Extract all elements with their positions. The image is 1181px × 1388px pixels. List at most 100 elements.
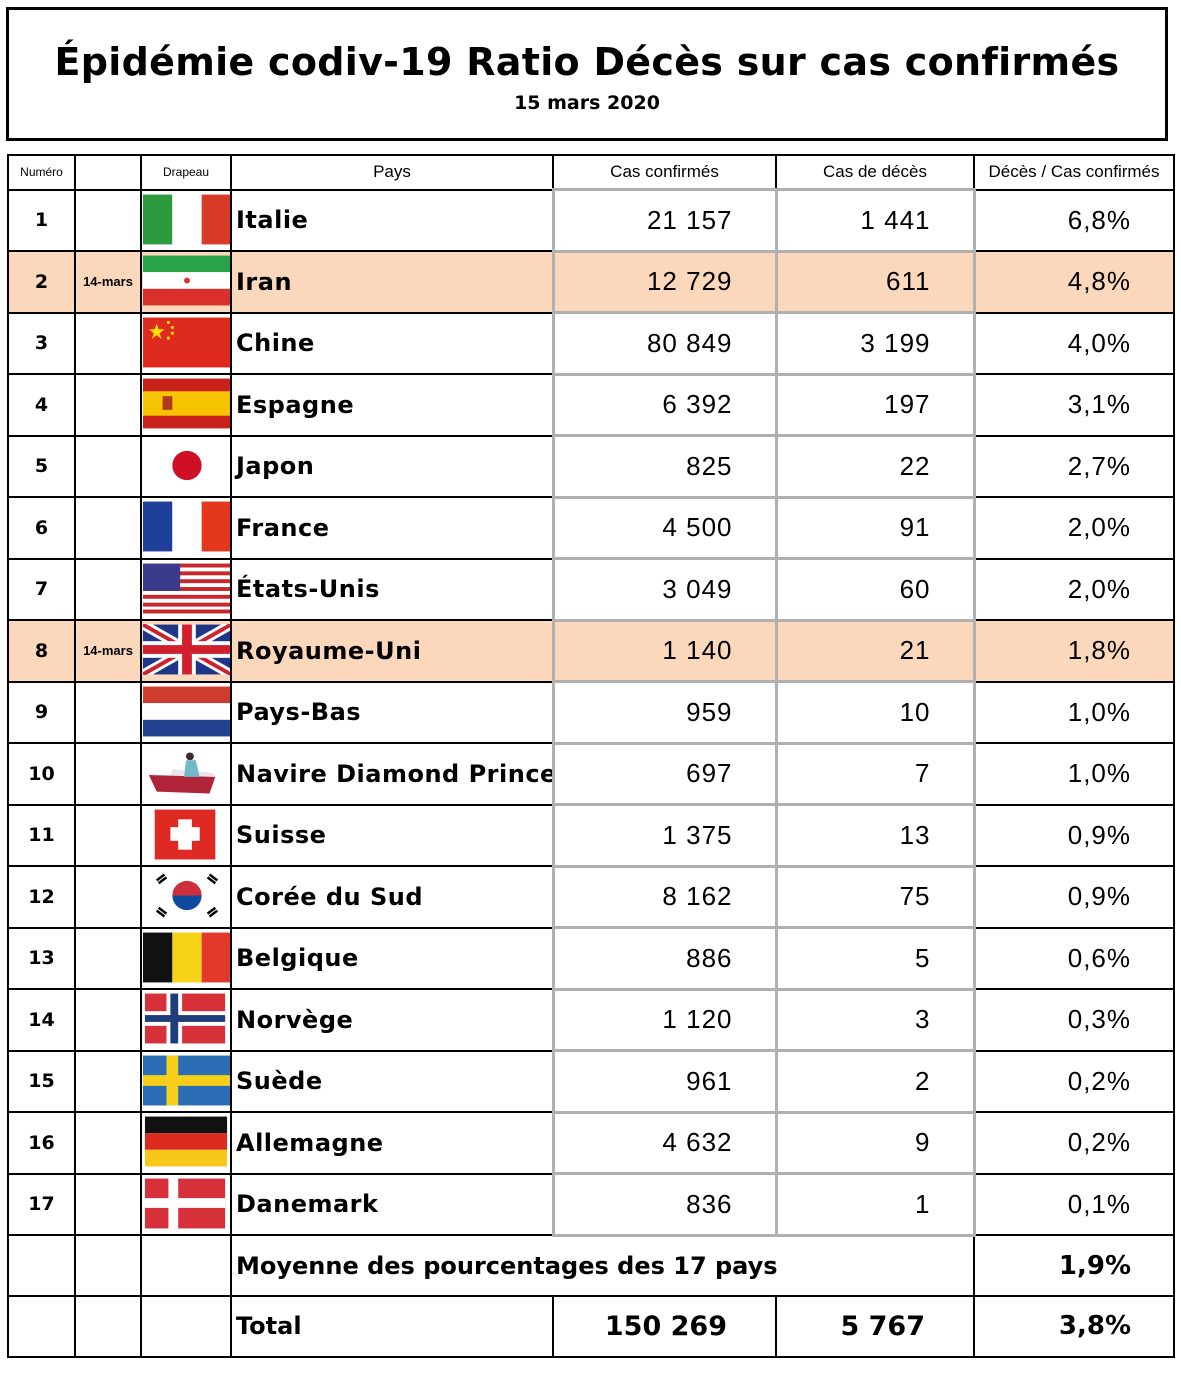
country-name: Belgique (230, 926, 554, 990)
average-row: Moyenne des pourcentages des 17 pays 1,9% (7, 1234, 1175, 1297)
total-ratio: 3,8% (973, 1295, 1175, 1358)
country-name: Suisse (230, 803, 554, 867)
total-deaths: 5 767 (775, 1295, 975, 1358)
country-name: Navire Diamond Princess (230, 742, 554, 806)
confirmed-cases: 825 (551, 434, 778, 499)
confirmed-cases: 80 849 (551, 311, 778, 376)
row-date (74, 1111, 142, 1175)
confirmed-cases: 886 (551, 926, 778, 991)
country-name: Italie (230, 188, 554, 252)
row-date (74, 188, 142, 252)
death-ratio: 2,0% (973, 496, 1175, 560)
header-pays: Pays (230, 154, 554, 191)
death-cases: 7 (774, 741, 976, 806)
table-row: 14 Norvège 1 120 3 0,3% (7, 987, 1175, 1052)
death-cases: 9 (774, 1110, 976, 1175)
death-ratio: 0,1% (973, 1172, 1175, 1236)
flag-cell (140, 1172, 232, 1236)
germany-flag (143, 1116, 229, 1167)
spain-flag (143, 378, 229, 429)
confirmed-cases: 21 157 (551, 188, 778, 253)
row-date (74, 865, 142, 929)
header-cas-deces: Cas de décès (775, 154, 975, 191)
table-row: 10 Navire Diamond Princess 697 7 1,0% (7, 741, 1175, 806)
country-name: France (230, 496, 554, 560)
iran-flag (143, 255, 229, 306)
header-drapeau: Drapeau (140, 154, 232, 191)
flag-cell (140, 803, 232, 867)
netherlands-flag (143, 686, 229, 737)
death-ratio: 0,2% (973, 1049, 1175, 1113)
ratio-table: Numéro Drapeau Pays Cas confirmés Cas de… (7, 154, 1175, 1358)
row-date (74, 988, 142, 1052)
table-row: 3 Chine 80 849 3 199 4,0% (7, 311, 1175, 376)
empty-cell (7, 1295, 76, 1358)
country-name: Pays-Bas (230, 680, 554, 744)
confirmed-cases: 4 500 (551, 495, 778, 560)
confirmed-cases: 6 392 (551, 372, 778, 437)
flag-cell (140, 188, 232, 252)
flag-cell (140, 373, 232, 437)
death-ratio: 0,9% (973, 865, 1175, 929)
death-cases: 21 (774, 618, 976, 683)
confirmed-cases: 959 (551, 680, 778, 745)
table-row: 6 France 4 500 91 2,0% (7, 495, 1175, 560)
country-name: Chine (230, 311, 554, 375)
death-cases: 611 (774, 249, 976, 314)
row-date (74, 311, 142, 375)
death-ratio: 0,2% (973, 1111, 1175, 1175)
header-numero: Numéro (7, 154, 76, 191)
country-name: Corée du Sud (230, 865, 554, 929)
row-number: 10 (7, 742, 76, 806)
death-cases: 1 441 (774, 188, 976, 253)
death-cases: 75 (774, 864, 976, 929)
row-number: 12 (7, 865, 76, 929)
table-row: 4 Espagne 6 392 197 3,1% (7, 372, 1175, 437)
row-date (74, 434, 142, 498)
country-name: Suède (230, 1049, 554, 1113)
flag-cell (140, 311, 232, 375)
row-number: 8 (7, 619, 76, 683)
confirmed-cases: 836 (551, 1172, 778, 1237)
empty-cell (74, 1234, 142, 1297)
country-name: Norvège (230, 988, 554, 1052)
denmark-flag (143, 1178, 229, 1229)
death-ratio: 3,1% (973, 373, 1175, 437)
death-cases: 60 (774, 557, 976, 622)
row-number: 6 (7, 496, 76, 560)
row-date (74, 496, 142, 560)
confirmed-cases: 3 049 (551, 557, 778, 622)
table-row: 5 Japon 825 22 2,7% (7, 434, 1175, 499)
death-ratio: 1,8% (973, 619, 1175, 683)
norway-flag (143, 993, 229, 1044)
row-number: 4 (7, 373, 76, 437)
table-row: 9 Pays-Bas 959 10 1,0% (7, 680, 1175, 745)
row-number: 14 (7, 988, 76, 1052)
flag-cell (140, 680, 232, 744)
confirmed-cases: 1 375 (551, 803, 778, 868)
ship-icon (143, 747, 229, 798)
flag-cell (140, 434, 232, 498)
flag-cell (140, 742, 232, 806)
death-ratio: 0,3% (973, 988, 1175, 1052)
row-number: 17 (7, 1172, 76, 1236)
row-number: 9 (7, 680, 76, 744)
total-label: Total (230, 1295, 554, 1358)
row-number: 3 (7, 311, 76, 375)
total-row: Total 150 269 5 767 3,8% (7, 1295, 1175, 1358)
row-number: 11 (7, 803, 76, 867)
table-row: 1 Italie 21 157 1 441 6,8% (7, 188, 1175, 253)
empty-cell (140, 1234, 232, 1297)
death-ratio: 0,9% (973, 803, 1175, 867)
death-cases: 5 (774, 926, 976, 991)
flag-cell (140, 250, 232, 314)
china-flag (143, 317, 229, 368)
death-ratio: 1,0% (973, 680, 1175, 744)
death-cases: 91 (774, 495, 976, 560)
usa-flag (143, 563, 229, 614)
sweden-flag (143, 1055, 229, 1106)
row-date (74, 680, 142, 744)
confirmed-cases: 12 729 (551, 249, 778, 314)
death-cases: 10 (774, 680, 976, 745)
italy-flag (143, 194, 229, 245)
